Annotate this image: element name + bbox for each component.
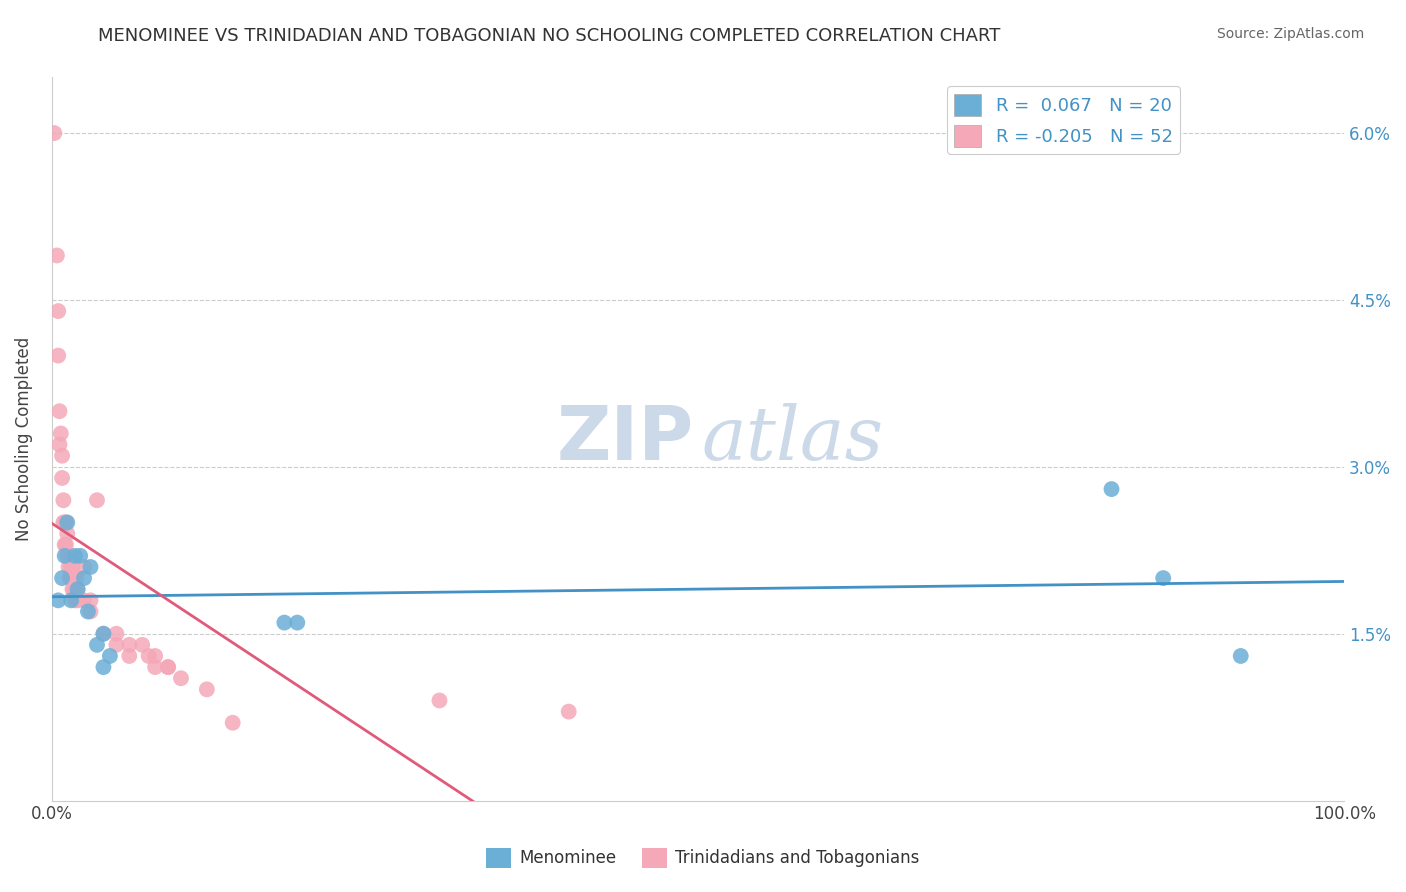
Point xyxy=(63,582,86,597)
Point xyxy=(53,516,76,530)
Point xyxy=(56,516,79,530)
Point xyxy=(44,126,66,140)
Point xyxy=(170,671,193,685)
Point xyxy=(429,693,451,707)
Point xyxy=(273,615,295,630)
Point xyxy=(63,549,86,563)
Y-axis label: No Schooling Completed: No Schooling Completed xyxy=(15,337,32,541)
Point xyxy=(46,304,69,318)
Point xyxy=(63,593,86,607)
Point xyxy=(48,404,70,418)
Point xyxy=(58,560,80,574)
Point xyxy=(52,493,75,508)
Point xyxy=(557,705,579,719)
Point xyxy=(51,471,73,485)
Point xyxy=(59,549,82,563)
Point xyxy=(131,638,153,652)
Text: ZIP: ZIP xyxy=(557,402,695,475)
Point xyxy=(143,648,166,663)
Point xyxy=(73,560,96,574)
Point xyxy=(58,549,80,563)
Point xyxy=(55,538,77,552)
Text: MENOMINEE VS TRINIDADIAN AND TOBAGONIAN NO SCHOOLING COMPLETED CORRELATION CHART: MENOMINEE VS TRINIDADIAN AND TOBAGONIAN … xyxy=(98,27,1001,45)
Point xyxy=(1101,482,1123,496)
Point xyxy=(79,593,101,607)
Point xyxy=(52,516,75,530)
Point xyxy=(65,571,87,585)
Point xyxy=(49,426,72,441)
Point xyxy=(53,549,76,563)
Point xyxy=(79,605,101,619)
Point xyxy=(105,626,128,640)
Point xyxy=(69,549,91,563)
Point xyxy=(93,626,115,640)
Point xyxy=(59,571,82,585)
Point xyxy=(118,638,141,652)
Point xyxy=(1152,571,1174,585)
Text: atlas: atlas xyxy=(702,403,884,475)
Point xyxy=(56,549,79,563)
Point xyxy=(66,593,89,607)
Point xyxy=(77,605,100,619)
Legend: Menominee, Trinidadians and Tobagonians: Menominee, Trinidadians and Tobagonians xyxy=(479,841,927,875)
Point xyxy=(62,582,84,597)
Point xyxy=(221,715,243,730)
Point xyxy=(118,648,141,663)
Point xyxy=(60,593,83,607)
Point xyxy=(157,660,180,674)
Point xyxy=(285,615,308,630)
Point xyxy=(73,593,96,607)
Point xyxy=(66,582,89,597)
Point xyxy=(1229,648,1251,663)
Point xyxy=(86,493,108,508)
Point xyxy=(143,660,166,674)
Point xyxy=(55,516,77,530)
Point xyxy=(98,648,121,663)
Point xyxy=(62,582,84,597)
Point xyxy=(60,560,83,574)
Point xyxy=(86,638,108,652)
Point xyxy=(45,248,67,262)
Point xyxy=(105,638,128,652)
Point xyxy=(53,538,76,552)
Point xyxy=(56,526,79,541)
Point xyxy=(66,582,89,597)
Point xyxy=(138,648,160,663)
Legend: R =  0.067   N = 20, R = -0.205   N = 52: R = 0.067 N = 20, R = -0.205 N = 52 xyxy=(948,87,1180,154)
Point xyxy=(93,660,115,674)
Point xyxy=(73,571,96,585)
Point xyxy=(157,660,180,674)
Point xyxy=(62,560,84,574)
Point xyxy=(51,449,73,463)
Text: Source: ZipAtlas.com: Source: ZipAtlas.com xyxy=(1216,27,1364,41)
Point xyxy=(93,626,115,640)
Point xyxy=(48,437,70,451)
Point xyxy=(46,349,69,363)
Point xyxy=(46,593,69,607)
Point xyxy=(60,571,83,585)
Point xyxy=(79,560,101,574)
Point xyxy=(51,571,73,585)
Point xyxy=(195,682,218,697)
